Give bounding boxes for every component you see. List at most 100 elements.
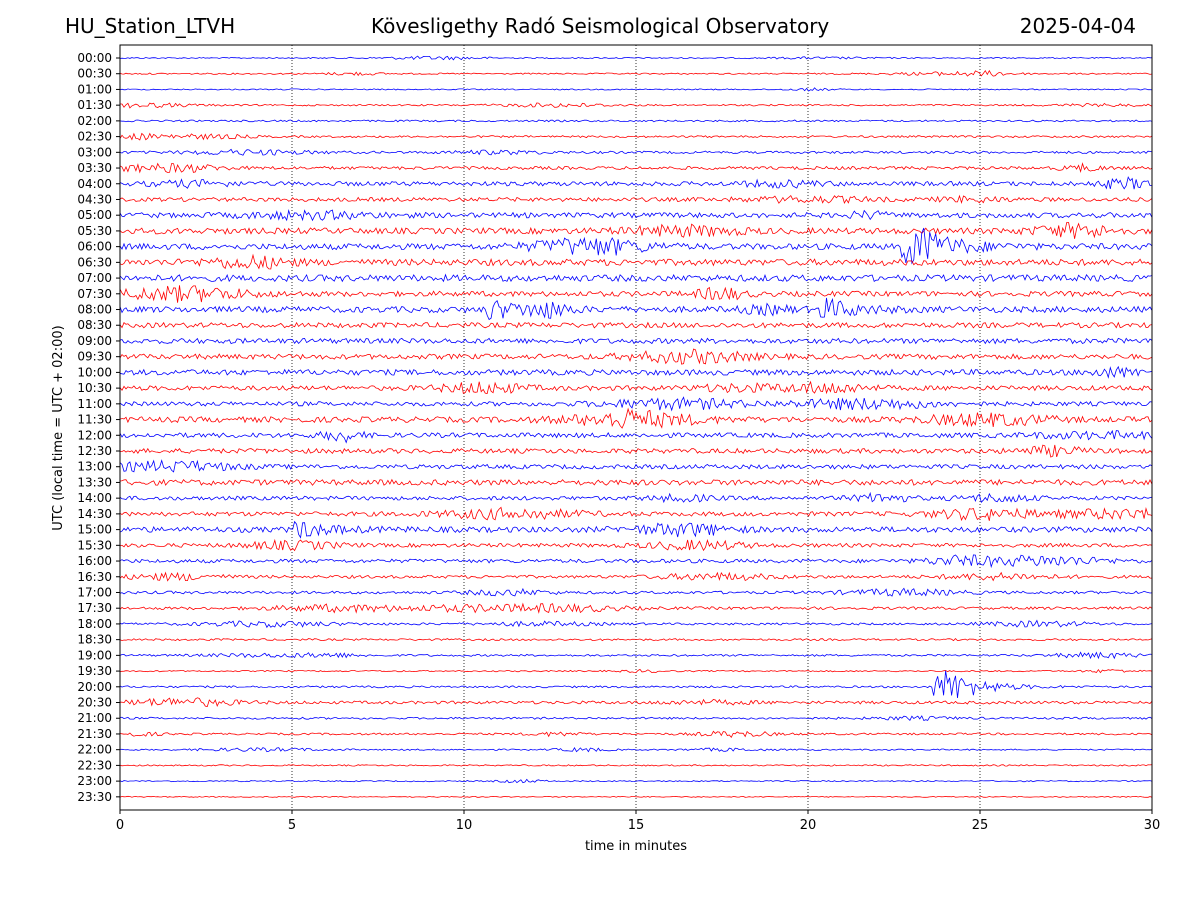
y-tick-label: 17:00 xyxy=(77,585,112,599)
y-tick-label: 01:30 xyxy=(77,98,112,112)
trace-13:00 xyxy=(119,459,1153,473)
record-date: 2025-04-04 xyxy=(1019,14,1136,38)
y-tick-label: 02:00 xyxy=(77,114,112,128)
x-tick-label: 5 xyxy=(288,818,296,833)
trace-01:30 xyxy=(120,102,1153,109)
trace-07:00 xyxy=(119,273,1153,283)
y-tick-label: 10:30 xyxy=(77,381,112,395)
y-tick-label: 08:00 xyxy=(77,303,112,317)
trace-03:30 xyxy=(119,162,1153,174)
y-tick-label: 03:30 xyxy=(77,161,112,175)
trace-02:00 xyxy=(119,119,1153,123)
y-tick-label: 03:00 xyxy=(77,145,112,159)
trace-00:00 xyxy=(119,55,1152,61)
trace-21:00 xyxy=(119,715,1153,722)
trace-05:00 xyxy=(119,209,1153,222)
trace-15:00 xyxy=(119,520,1153,539)
x-tick-label: 0 xyxy=(116,818,124,833)
observatory-title: Kövesligethy Radó Seismological Observat… xyxy=(371,14,830,38)
trace-09:00 xyxy=(119,337,1153,345)
x-axis-label: time in minutes xyxy=(585,839,687,854)
trace-23:00 xyxy=(119,778,1153,784)
x-tick-label: 25 xyxy=(972,818,989,833)
y-tick-label: 23:30 xyxy=(77,790,112,804)
y-tick-label: 11:30 xyxy=(77,413,112,427)
y-tick-label: 16:30 xyxy=(77,570,112,584)
trace-16:30 xyxy=(119,571,1152,582)
trace-17:30 xyxy=(119,602,1153,614)
y-tick-label: 19:00 xyxy=(77,648,112,662)
y-tick-label: 00:30 xyxy=(77,67,112,81)
trace-04:30 xyxy=(119,194,1153,205)
trace-18:30 xyxy=(119,638,1153,642)
y-tick-label: 21:00 xyxy=(77,711,112,725)
y-tick-label: 08:30 xyxy=(77,318,112,332)
trace-14:00 xyxy=(119,491,1153,504)
y-tick-label: 18:00 xyxy=(77,617,112,631)
y-tick-label: 21:30 xyxy=(77,727,112,741)
trace-02:30 xyxy=(119,132,1153,141)
x-tick-label: 15 xyxy=(628,818,645,833)
y-tick-label: 00:00 xyxy=(77,51,112,65)
y-tick-label: 05:30 xyxy=(77,224,112,238)
y-tick-label: 14:00 xyxy=(77,491,112,505)
y-tick-label: 15:00 xyxy=(77,523,112,537)
trace-11:30 xyxy=(119,407,1153,429)
trace-16:00 xyxy=(119,554,1153,569)
trace-22:30 xyxy=(119,764,1153,767)
trace-13:30 xyxy=(119,478,1153,487)
y-tick-label: 20:30 xyxy=(77,696,112,710)
x-tick-label: 20 xyxy=(800,818,817,833)
trace-06:00 xyxy=(119,227,1153,265)
y-tick-label: 06:00 xyxy=(77,240,112,254)
trace-08:00 xyxy=(119,297,1153,321)
trace-17:00 xyxy=(119,587,1153,597)
y-axis-label: UTC (local time = UTC + 02:00) xyxy=(51,325,66,530)
trace-08:30 xyxy=(119,321,1153,329)
y-tick-label: 07:30 xyxy=(77,287,112,301)
trace-12:30 xyxy=(119,444,1153,458)
y-tick-label: 10:00 xyxy=(77,365,112,379)
y-tick-label: 06:30 xyxy=(77,255,112,269)
y-tick-label: 04:00 xyxy=(77,177,112,191)
y-tick-label: 13:30 xyxy=(77,475,112,489)
trace-19:30 xyxy=(119,668,1153,674)
y-tick-label: 13:00 xyxy=(77,460,112,474)
y-tick-label: 23:00 xyxy=(77,774,112,788)
y-tick-label: 14:30 xyxy=(77,507,112,521)
y-tick-label: 02:30 xyxy=(77,130,112,144)
trace-03:00 xyxy=(119,148,1153,156)
trace-20:00 xyxy=(119,670,1153,699)
y-tick-label: 20:00 xyxy=(77,680,112,694)
x-tick-label: 10 xyxy=(456,818,473,833)
y-tick-label: 17:30 xyxy=(77,601,112,615)
y-tick-label: 15:30 xyxy=(77,538,112,552)
trace-10:30 xyxy=(119,380,1153,395)
trace-07:30 xyxy=(119,285,1153,303)
y-tick-label: 22:00 xyxy=(77,743,112,757)
y-tick-label: 19:30 xyxy=(77,664,112,678)
y-tick-label: 01:00 xyxy=(77,82,112,96)
x-tick-label: 30 xyxy=(1144,818,1161,833)
trace-23:30 xyxy=(119,795,1153,798)
trace-12:00 xyxy=(119,429,1153,444)
trace-04:00 xyxy=(119,176,1153,190)
y-tick-label: 07:00 xyxy=(77,271,112,285)
y-tick-label: 12:00 xyxy=(77,428,112,442)
trace-11:00 xyxy=(119,396,1153,412)
trace-20:30 xyxy=(119,697,1153,707)
y-tick-label: 09:00 xyxy=(77,334,112,348)
trace-09:30 xyxy=(119,348,1153,365)
trace-01:00 xyxy=(119,87,1153,92)
trace-06:30 xyxy=(119,253,1153,270)
y-tick-label: 05:00 xyxy=(77,208,112,222)
trace-14:30 xyxy=(119,506,1153,522)
trace-10:00 xyxy=(119,365,1153,379)
y-tick-label: 12:30 xyxy=(77,444,112,458)
y-tick-label: 18:30 xyxy=(77,633,112,647)
trace-18:00 xyxy=(119,619,1153,629)
trace-05:30 xyxy=(119,222,1153,239)
y-tick-label: 09:30 xyxy=(77,350,112,364)
